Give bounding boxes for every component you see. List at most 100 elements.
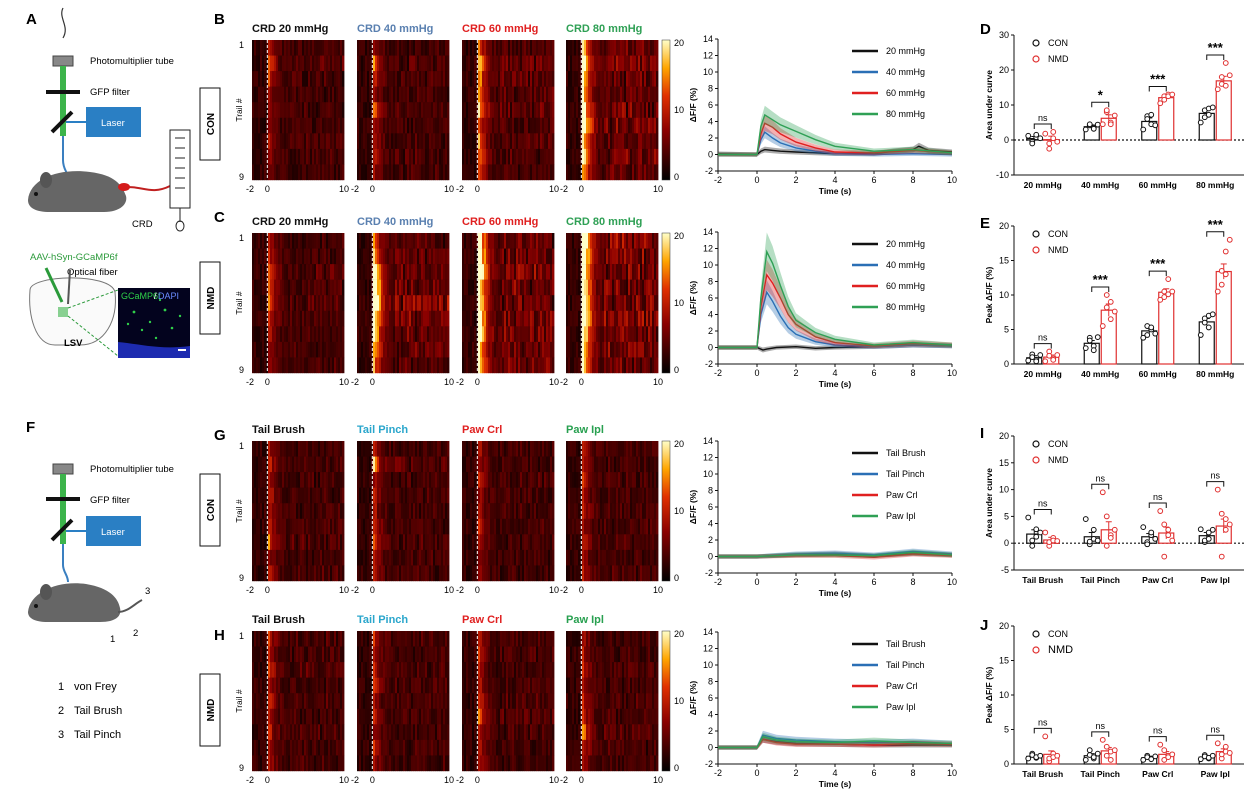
heatmap-cell xyxy=(616,102,619,118)
heatmap-cell xyxy=(395,310,398,327)
heatmap-cell xyxy=(375,456,378,473)
heatmap-cell xyxy=(612,487,615,504)
heatmap-cell xyxy=(342,40,345,56)
heatmap-cell xyxy=(419,326,422,343)
heatmap-cell xyxy=(407,518,410,535)
heatmap-cell xyxy=(282,71,285,87)
heatmap-cell xyxy=(606,233,609,249)
heatmap-cell xyxy=(626,86,629,103)
heatmap-cell xyxy=(409,518,412,535)
heatmap-cell xyxy=(476,55,479,72)
heatmap-cell xyxy=(280,310,283,327)
heatmap-cell xyxy=(264,472,267,488)
heatmap-cell xyxy=(632,164,635,181)
heatmap-cell xyxy=(500,233,503,249)
heatmap-cell xyxy=(320,472,323,488)
heatmap-cell xyxy=(312,326,315,343)
heatmap-cell xyxy=(504,341,507,358)
heatmap-cell xyxy=(288,341,291,358)
heatmap-cell xyxy=(369,117,372,134)
heatmap-cell xyxy=(342,518,345,535)
heatmap-cell xyxy=(582,248,585,265)
heatmap-cell xyxy=(443,357,446,374)
heatmap-cell xyxy=(282,549,285,566)
heatmap-cell xyxy=(616,133,619,150)
heatmap-cell xyxy=(612,441,615,457)
gfp-filter-label: GFP filter xyxy=(90,495,130,506)
heatmap-cell xyxy=(435,71,438,87)
heatmap-cell xyxy=(538,341,541,358)
heatmap-cell xyxy=(395,148,398,165)
heatmap-cell xyxy=(620,310,623,327)
heatmap-cell xyxy=(572,487,575,504)
heatmap-cell xyxy=(640,295,643,311)
heatmap-cell xyxy=(506,518,509,535)
heatmap-cell xyxy=(478,133,481,150)
heatmap-cell xyxy=(616,164,619,181)
heatmap-cell xyxy=(403,341,406,358)
heatmap-cell xyxy=(375,102,378,118)
heatmap-cell xyxy=(369,102,372,118)
heatmap-cell xyxy=(640,341,643,358)
heatmap-cell xyxy=(530,472,533,488)
heatmap-cell xyxy=(399,279,402,296)
heatmap-cell xyxy=(644,148,647,165)
heatmap-cell xyxy=(393,233,396,249)
heatmap-cell xyxy=(296,133,299,150)
heatmap-panel: CRD 60 mmHg-2 0 10 xyxy=(456,216,559,387)
heatmap-cell xyxy=(437,40,440,56)
heatmap-cell xyxy=(252,117,255,134)
heatmap-cell xyxy=(312,233,315,249)
heatmap-cell xyxy=(427,279,430,296)
heatmap-cell xyxy=(262,487,265,504)
heatmap-cell xyxy=(262,55,265,72)
heatmap-cell xyxy=(423,133,426,150)
heatmap-cell xyxy=(407,55,410,72)
heatmap-cell xyxy=(542,233,545,249)
heatmap-cell xyxy=(304,487,307,504)
heatmap-cell xyxy=(359,102,362,118)
heatmap-cell xyxy=(466,456,469,473)
heatmap-cell xyxy=(411,565,414,582)
heatmap-cell xyxy=(616,295,619,311)
heatmap-cell xyxy=(610,233,613,249)
heatmap-cell xyxy=(640,310,643,327)
heatmap-cell xyxy=(411,487,414,504)
heatmap-cell xyxy=(290,148,293,165)
heatmap-cell xyxy=(486,549,489,566)
heatmap-cell xyxy=(252,133,255,150)
heatmap-cell xyxy=(365,133,368,150)
heatmap-cell xyxy=(620,487,623,504)
heatmap-cell xyxy=(421,102,424,118)
heatmap-cell xyxy=(320,357,323,374)
heatmap-cell xyxy=(292,233,295,249)
heatmap-cell xyxy=(320,55,323,72)
heatmap-cell xyxy=(632,357,635,374)
heatmap-cell xyxy=(532,117,535,134)
heatmap-cell xyxy=(284,102,287,118)
heatmap-cell xyxy=(642,133,645,150)
heatmap-cell xyxy=(544,357,547,374)
heatmap-cell xyxy=(429,549,432,566)
heatmap-cell xyxy=(411,534,414,551)
heatmap-cell xyxy=(578,248,581,265)
light-path-icon xyxy=(60,66,66,136)
heatmap-cell xyxy=(288,518,291,535)
heatmap-cell xyxy=(326,40,329,56)
heatmap-cell xyxy=(405,264,408,280)
heatmap-cell xyxy=(628,133,631,150)
heatmap-cell xyxy=(282,86,285,103)
heatmap-cell xyxy=(316,117,319,134)
heatmap-cell xyxy=(367,148,370,165)
heatmap-cell xyxy=(504,441,507,457)
heatmap-cell xyxy=(342,549,345,566)
heatmap-cell xyxy=(644,456,647,473)
heatmap-cell xyxy=(648,456,651,473)
heatmap-cell xyxy=(314,549,317,566)
heatmap-cell xyxy=(310,248,313,265)
heatmap-cell xyxy=(266,264,269,280)
heatmap-cell xyxy=(409,326,412,343)
heatmap-cell xyxy=(369,233,372,249)
heatmap-cell xyxy=(502,503,505,519)
heatmap-cell xyxy=(548,40,551,56)
